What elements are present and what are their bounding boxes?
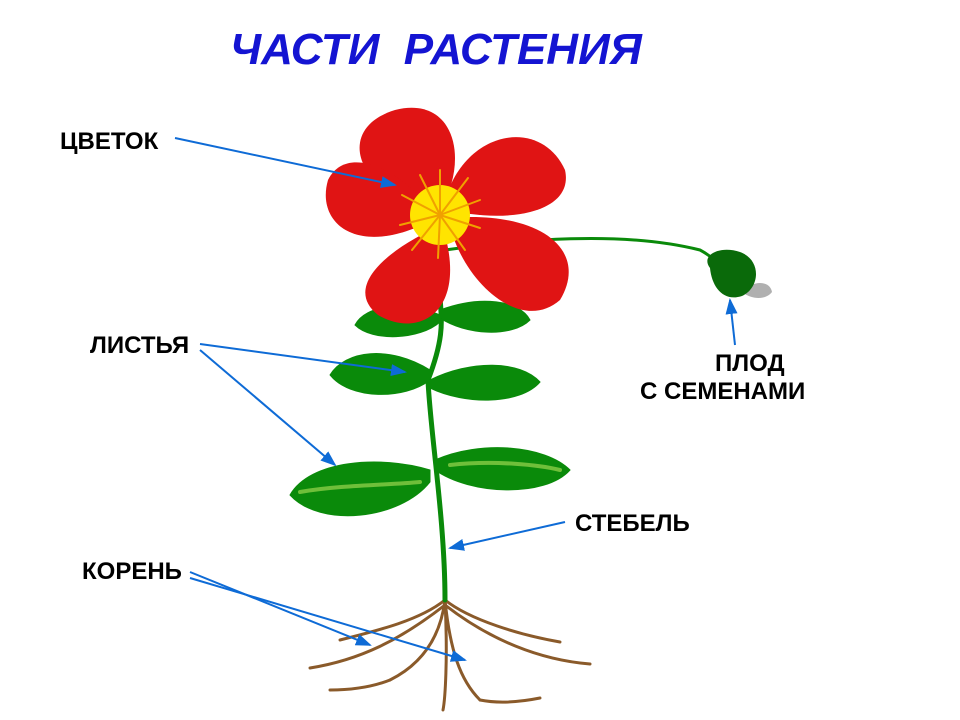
- diagram-stage: ЧАСТИ РАСТЕНИЯ ЦВЕТОК ЛИСТЬЯ КОРЕНЬ СТЕБ…: [0, 0, 960, 720]
- plant-svg: [0, 0, 960, 720]
